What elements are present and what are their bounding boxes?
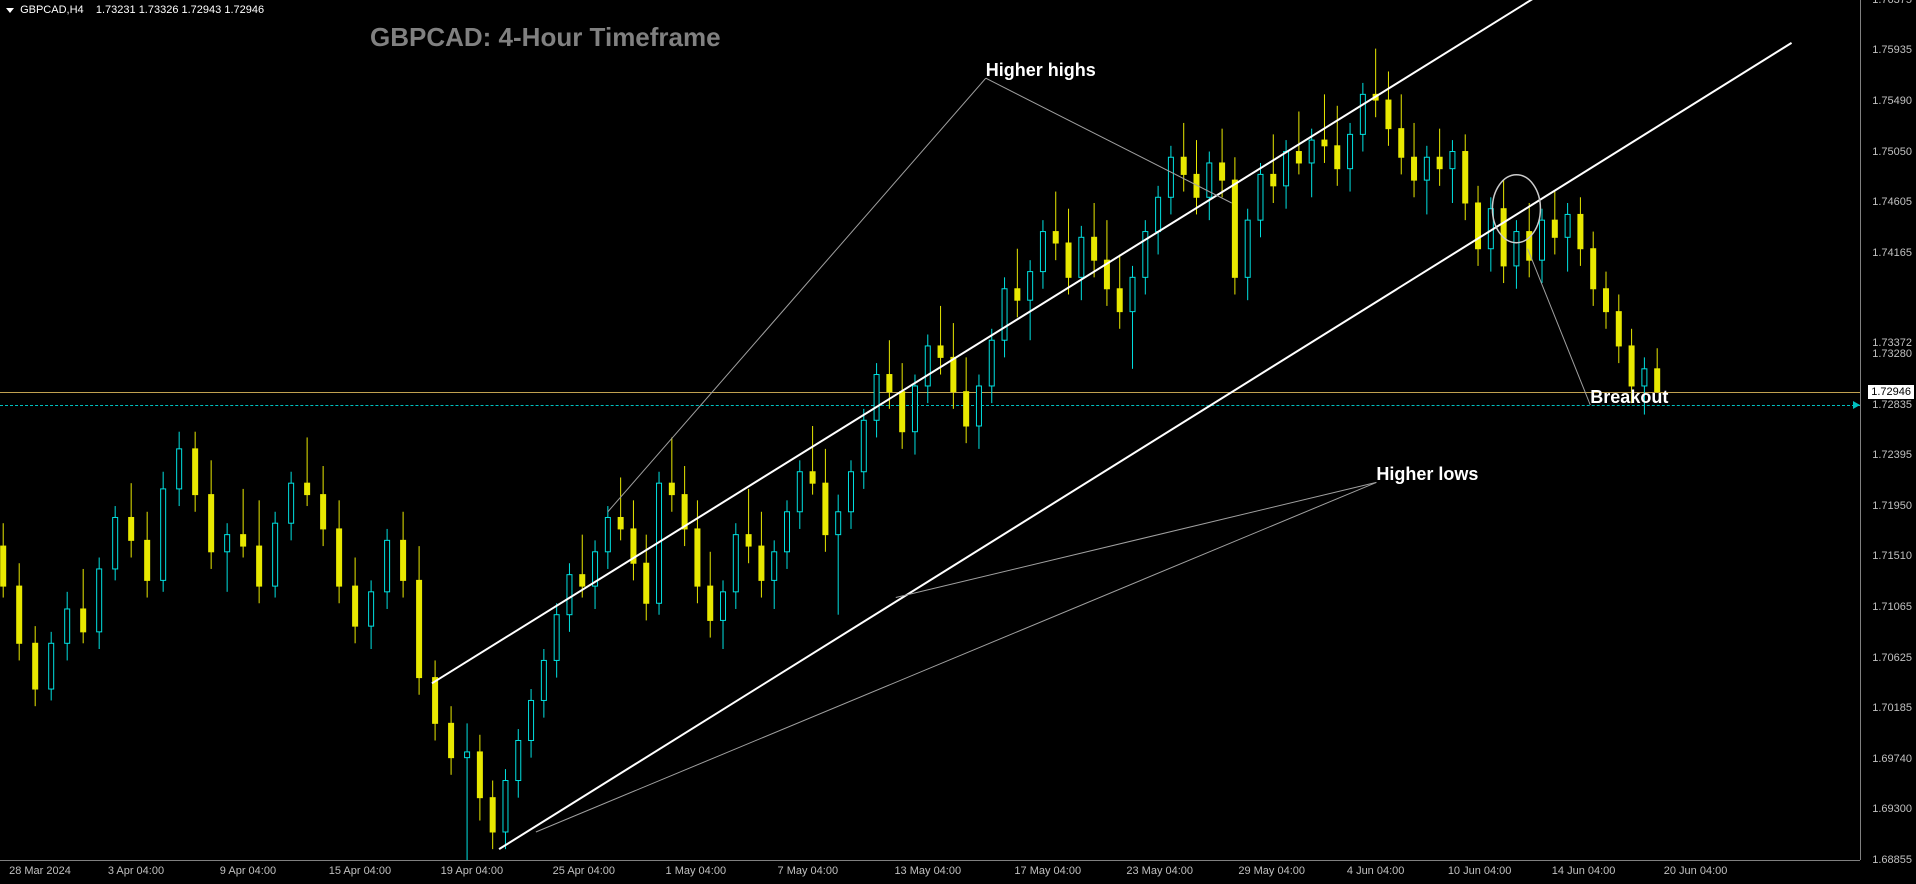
- y-axis-tick: 1.71065: [1872, 601, 1912, 613]
- x-axis-tick: 17 May 04:00: [1014, 865, 1081, 877]
- y-axis-tick: 1.75050: [1872, 146, 1912, 158]
- x-axis-tick: 1 May 04:00: [666, 865, 727, 877]
- x-axis-tick: 4 Jun 04:00: [1347, 865, 1405, 877]
- chart-title: GBPCAD: 4-Hour Timeframe: [370, 22, 721, 53]
- x-axis-tick: 19 Apr 04:00: [441, 865, 503, 877]
- x-axis-tick: 14 Jun 04:00: [1552, 865, 1616, 877]
- x-axis-tick: 29 May 04:00: [1238, 865, 1305, 877]
- y-axis-tick: 1.69300: [1872, 803, 1912, 815]
- annotation-label: Breakout: [1590, 387, 1668, 408]
- candlestick-series: [0, 0, 1860, 860]
- y-axis-tick: 1.72835: [1872, 399, 1912, 411]
- y-axis-tick: 1.74605: [1872, 196, 1912, 208]
- x-axis-tick: 7 May 04:00: [778, 865, 839, 877]
- x-axis-tick: 23 May 04:00: [1126, 865, 1193, 877]
- annotation-label: Higher lows: [1376, 464, 1478, 485]
- ticker-info: GBPCAD,H4 1.73231 1.73326 1.72943 1.7294…: [6, 4, 264, 16]
- y-axis-tick: 1.73280: [1872, 348, 1912, 360]
- current-price-tag: 1.72946: [1868, 385, 1914, 399]
- x-axis-tick: 13 May 04:00: [894, 865, 961, 877]
- y-axis-tick: 1.76375: [1872, 0, 1912, 6]
- y-axis-tick: 1.69740: [1872, 753, 1912, 765]
- x-axis-tick: 28 Mar 2024: [9, 865, 71, 877]
- y-axis-tick: 1.70625: [1872, 652, 1912, 664]
- plot-area[interactable]: Higher highs Higher lows Breakout: [0, 0, 1860, 860]
- x-axis-tick: 10 Jun 04:00: [1448, 865, 1512, 877]
- y-axis: 1.76375 1.75935 1.75490 1.75050 1.74605 1.741…: [1860, 0, 1916, 860]
- y-axis-tick: 1.71950: [1872, 500, 1912, 512]
- x-axis-tick: 20 Jun 04:00: [1664, 865, 1728, 877]
- chart-container[interactable]: GBPCAD,H4 1.73231 1.73326 1.72943 1.7294…: [0, 0, 1916, 884]
- dropdown-triangle-icon: [6, 8, 14, 13]
- x-axis-tick: 3 Apr 04:00: [108, 865, 164, 877]
- y-axis-tick: 1.72395: [1872, 449, 1912, 461]
- y-axis-tick: 1.68855: [1872, 854, 1912, 866]
- y-axis-tick: 1.75490: [1872, 95, 1912, 107]
- x-axis: 28 Mar 2024 3 Apr 04:00 9 Apr 04:00 15 Apr …: [0, 860, 1860, 884]
- x-axis-tick: 25 Apr 04:00: [553, 865, 615, 877]
- x-axis-tick: 15 Apr 04:00: [329, 865, 391, 877]
- y-axis-tick: 1.74165: [1872, 247, 1912, 259]
- x-axis-tick: 9 Apr 04:00: [220, 865, 276, 877]
- annotation-label: Higher highs: [986, 60, 1096, 81]
- y-axis-tick: 1.75935: [1872, 44, 1912, 56]
- y-axis-tick: 1.71510: [1872, 550, 1912, 562]
- ticker-ohlc: 1.73231 1.73326 1.72943 1.72946: [96, 4, 264, 16]
- ticker-symbol: GBPCAD,H4: [20, 4, 84, 16]
- y-axis-tick: 1.70185: [1872, 702, 1912, 714]
